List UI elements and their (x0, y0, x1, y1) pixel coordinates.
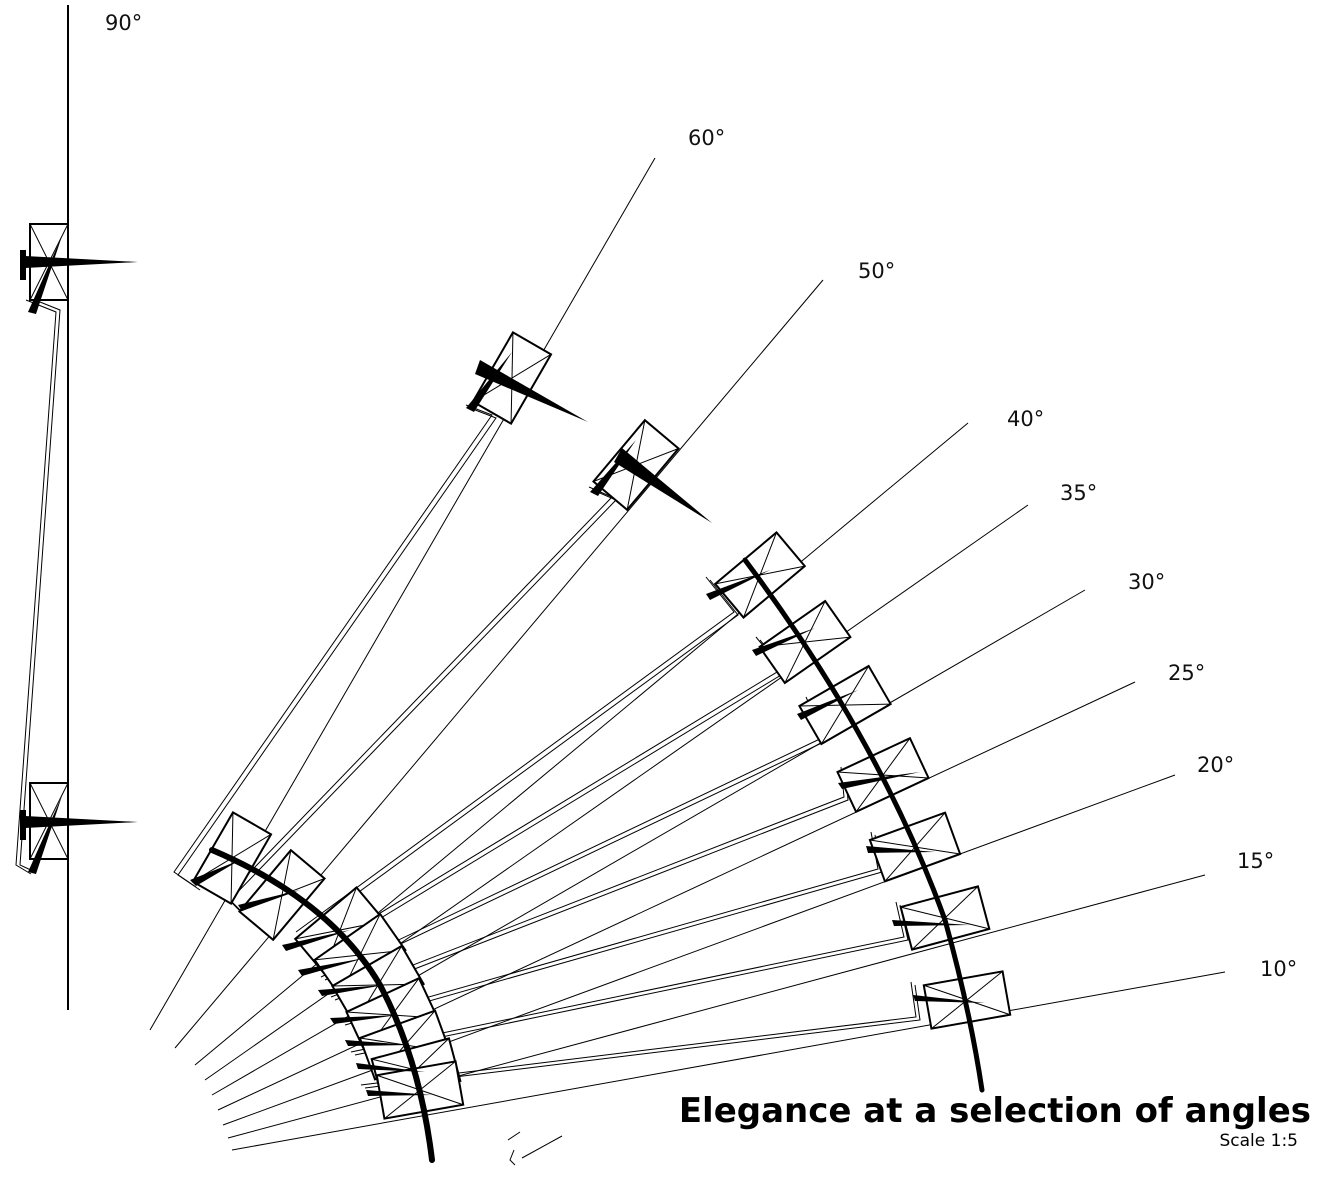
ray-10 (231, 971, 1226, 1151)
mechanism-90-upper (20, 223, 138, 314)
drawing-title: Elegance at a selection of angles (679, 1091, 1311, 1131)
angle-label-90: 90° (105, 11, 142, 35)
mechanism-60-upper (471, 330, 553, 426)
angle-label-50: 50° (858, 259, 895, 283)
angle-label-20: 20° (1197, 753, 1234, 777)
drawing-scale: Scale 1:5 (1219, 1131, 1298, 1151)
right-arc (742, 557, 985, 1093)
angle-label-35: 35° (1060, 481, 1097, 505)
angle-label-30: 30° (1128, 570, 1165, 594)
mechanism-90-lower (20, 782, 138, 874)
angle-label-15: 15° (1237, 849, 1274, 873)
tracks (15, 297, 921, 1089)
angle-label-40: 40° (1007, 407, 1044, 431)
left-wedges (190, 860, 432, 1096)
detail-fragment (507, 1131, 563, 1166)
angle-rays (149, 157, 1226, 1151)
right-wedges (706, 570, 985, 1003)
left-arc (209, 847, 435, 1163)
angle-label-60: 60° (688, 126, 725, 150)
angle-label-25: 25° (1168, 661, 1205, 685)
angle-label-10: 10° (1260, 957, 1297, 981)
